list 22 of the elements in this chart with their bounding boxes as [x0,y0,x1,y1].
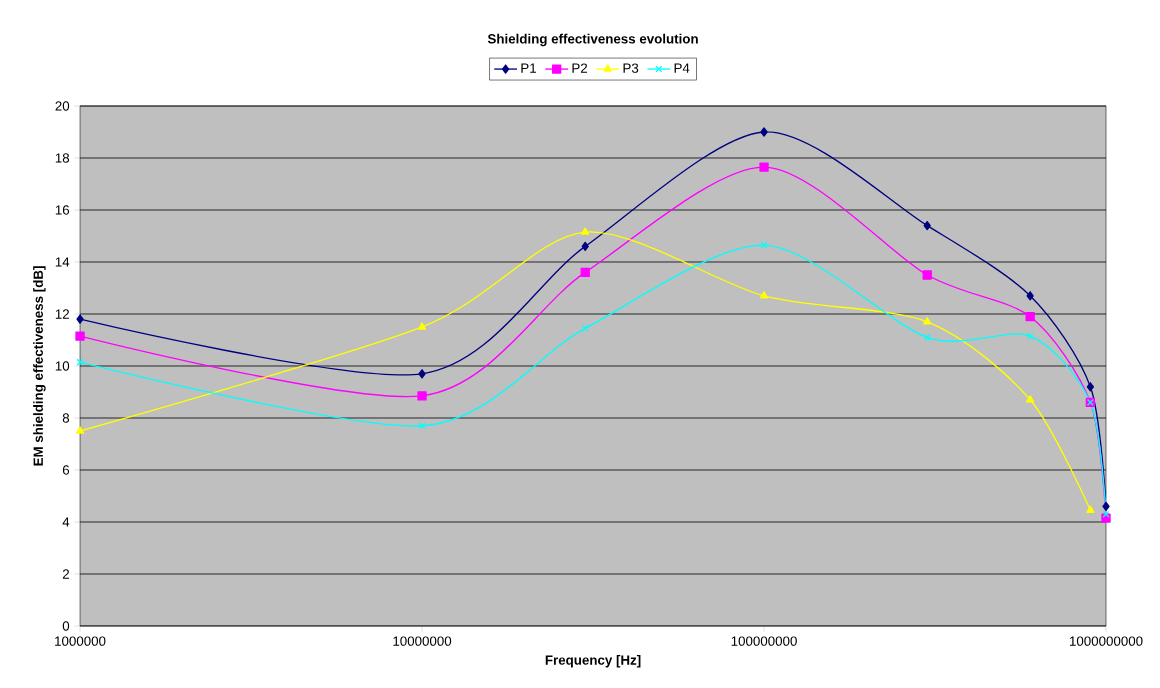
legend-label: P1 [521,63,536,73]
legend-label: P3 [623,63,639,73]
y-tick-label: 6 [62,465,70,475]
y-tick-label: 12 [55,309,69,319]
y-tick-label: 20 [55,101,70,111]
x-tick-label: 100000000 [731,636,797,646]
x-axis-title: Frequency [Hz] [545,654,641,668]
y-tick-label: 18 [55,153,70,163]
x-tick-label: 1000000000 [1069,636,1143,646]
x-tick-label: 10000000 [393,636,452,646]
y-tick-label: 2 [62,569,69,579]
y-tick-label: 8 [62,413,70,423]
y-tick-label: 10 [55,361,70,371]
x-tick-label: 1000000 [55,636,106,646]
y-axis-title: EM shielding effectiveness [dB] [33,266,46,466]
legend-label: P2 [572,63,588,73]
y-tick-label: 14 [55,257,70,267]
y-tick-label: 0 [62,621,70,631]
legend-label: P4 [674,63,690,73]
y-tick-label: 16 [55,205,70,215]
chart-title: Shielding effectiveness evolution [487,33,698,47]
y-tick-label: 4 [62,517,70,527]
